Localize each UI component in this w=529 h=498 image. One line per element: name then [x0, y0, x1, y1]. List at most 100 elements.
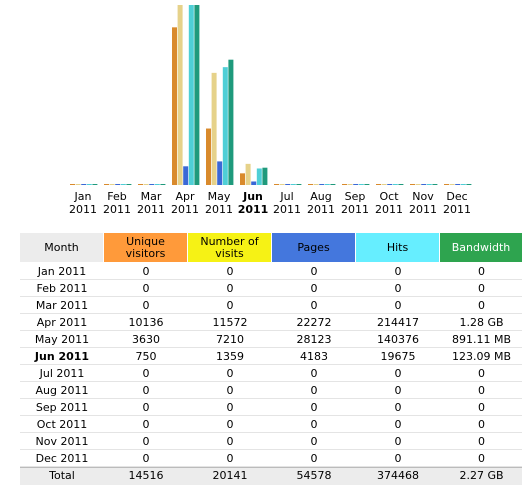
- column-header: Number of visits: [188, 233, 271, 262]
- bar: [188, 5, 194, 185]
- value-cell: 0: [478, 452, 485, 465]
- month-cell: Dec 2011: [35, 452, 89, 465]
- column-header: Bandwidth: [440, 233, 522, 262]
- x-tick-label: Nov 2011: [409, 190, 437, 216]
- value-cell: 0: [394, 435, 402, 448]
- value-cell: 891.11 MB: [451, 333, 512, 346]
- x-tick-label: Sep 2011: [341, 190, 369, 216]
- value-cell: 28123: [296, 333, 332, 346]
- bar: [444, 184, 449, 185]
- bar: [274, 184, 279, 185]
- month-cell: Aug 2011: [35, 384, 89, 397]
- value-cell: 0: [394, 418, 402, 431]
- value-cell: 0: [142, 367, 150, 380]
- bar: [211, 72, 217, 185]
- value-cell: 3630: [132, 333, 160, 346]
- month-cell: Apr 2011: [36, 316, 88, 329]
- bar: [86, 184, 92, 185]
- bar: [358, 184, 364, 185]
- value-cell: 0: [478, 367, 485, 380]
- bar: [160, 184, 166, 185]
- month-cell: Jan 2011: [37, 265, 87, 278]
- bar: [449, 184, 455, 185]
- bar: [149, 184, 155, 185]
- row-line: [20, 398, 522, 399]
- value-cell: 11572: [212, 316, 248, 329]
- month-cell: Nov 2011: [35, 435, 89, 448]
- value-cell: 750: [135, 350, 157, 363]
- total-label: Total: [49, 469, 75, 482]
- x-tick-label: Jun 2011: [237, 190, 269, 216]
- value-cell: 0: [226, 401, 234, 414]
- row-line: [20, 466, 522, 467]
- row-line: [20, 347, 522, 348]
- bar: [415, 184, 421, 185]
- value-cell: 0: [310, 299, 318, 312]
- bar: [296, 184, 302, 185]
- value-cell: 0: [226, 384, 234, 397]
- value-cell: 0: [394, 282, 402, 295]
- value-cell: 0: [394, 452, 402, 465]
- value-cell: 0: [226, 418, 234, 431]
- row-line: [20, 364, 522, 365]
- bar: [251, 181, 257, 185]
- x-tick-label: Oct 2011: [375, 190, 403, 216]
- bar: [240, 173, 245, 185]
- bar: [398, 184, 404, 185]
- total-row: [20, 467, 522, 485]
- row-line: [20, 296, 522, 297]
- value-cell: 0: [310, 367, 318, 380]
- value-cell: 0: [142, 435, 150, 448]
- total-cell: 54578: [296, 469, 332, 482]
- x-tick-label: Feb 2011: [103, 190, 131, 216]
- bar: [285, 184, 291, 185]
- bar: [347, 184, 353, 185]
- bar: [256, 168, 262, 185]
- x-tick-label: Aug 2011: [307, 190, 335, 216]
- total-cell: 374468: [377, 469, 419, 482]
- value-cell: 0: [394, 384, 402, 397]
- bar: [313, 184, 319, 185]
- value-cell: 0: [478, 299, 485, 312]
- value-cell: 0: [394, 299, 402, 312]
- column-header: Hits: [356, 233, 439, 262]
- value-cell: 7210: [216, 333, 244, 346]
- bar: [460, 184, 466, 185]
- value-cell: 0: [226, 367, 234, 380]
- value-cell: 10136: [128, 316, 164, 329]
- bar: [455, 184, 461, 185]
- value-cell: 0: [478, 418, 485, 431]
- value-cell: 0: [226, 452, 234, 465]
- value-cell: 0: [478, 435, 485, 448]
- value-cell: 0: [142, 418, 150, 431]
- bar: [342, 184, 347, 185]
- bar: [222, 67, 228, 185]
- value-cell: 0: [310, 401, 318, 414]
- bar: [172, 27, 177, 186]
- value-cell: 140376: [377, 333, 419, 346]
- x-tick-label: Mar 2011: [137, 190, 165, 216]
- value-cell: 0: [226, 435, 234, 448]
- bar: [381, 184, 387, 185]
- value-cell: 4183: [300, 350, 328, 363]
- value-cell: 0: [394, 367, 402, 380]
- value-cell: 0: [478, 265, 485, 278]
- row-line: [20, 279, 522, 280]
- bar: [410, 184, 415, 185]
- bar: [206, 128, 211, 185]
- bar: [330, 184, 336, 185]
- row-line: [20, 313, 522, 314]
- value-cell: 0: [394, 401, 402, 414]
- value-cell: 0: [310, 435, 318, 448]
- row-line: [20, 432, 522, 433]
- month-cell: May 2011: [34, 333, 90, 346]
- value-cell: 0: [310, 282, 318, 295]
- bar: [177, 5, 183, 185]
- value-cell: 0: [226, 265, 234, 278]
- value-cell: 19675: [380, 350, 416, 363]
- bar: [387, 184, 393, 185]
- bar: [81, 184, 87, 185]
- bar: [126, 184, 132, 185]
- value-cell: 0: [478, 384, 485, 397]
- row-line: [20, 415, 522, 416]
